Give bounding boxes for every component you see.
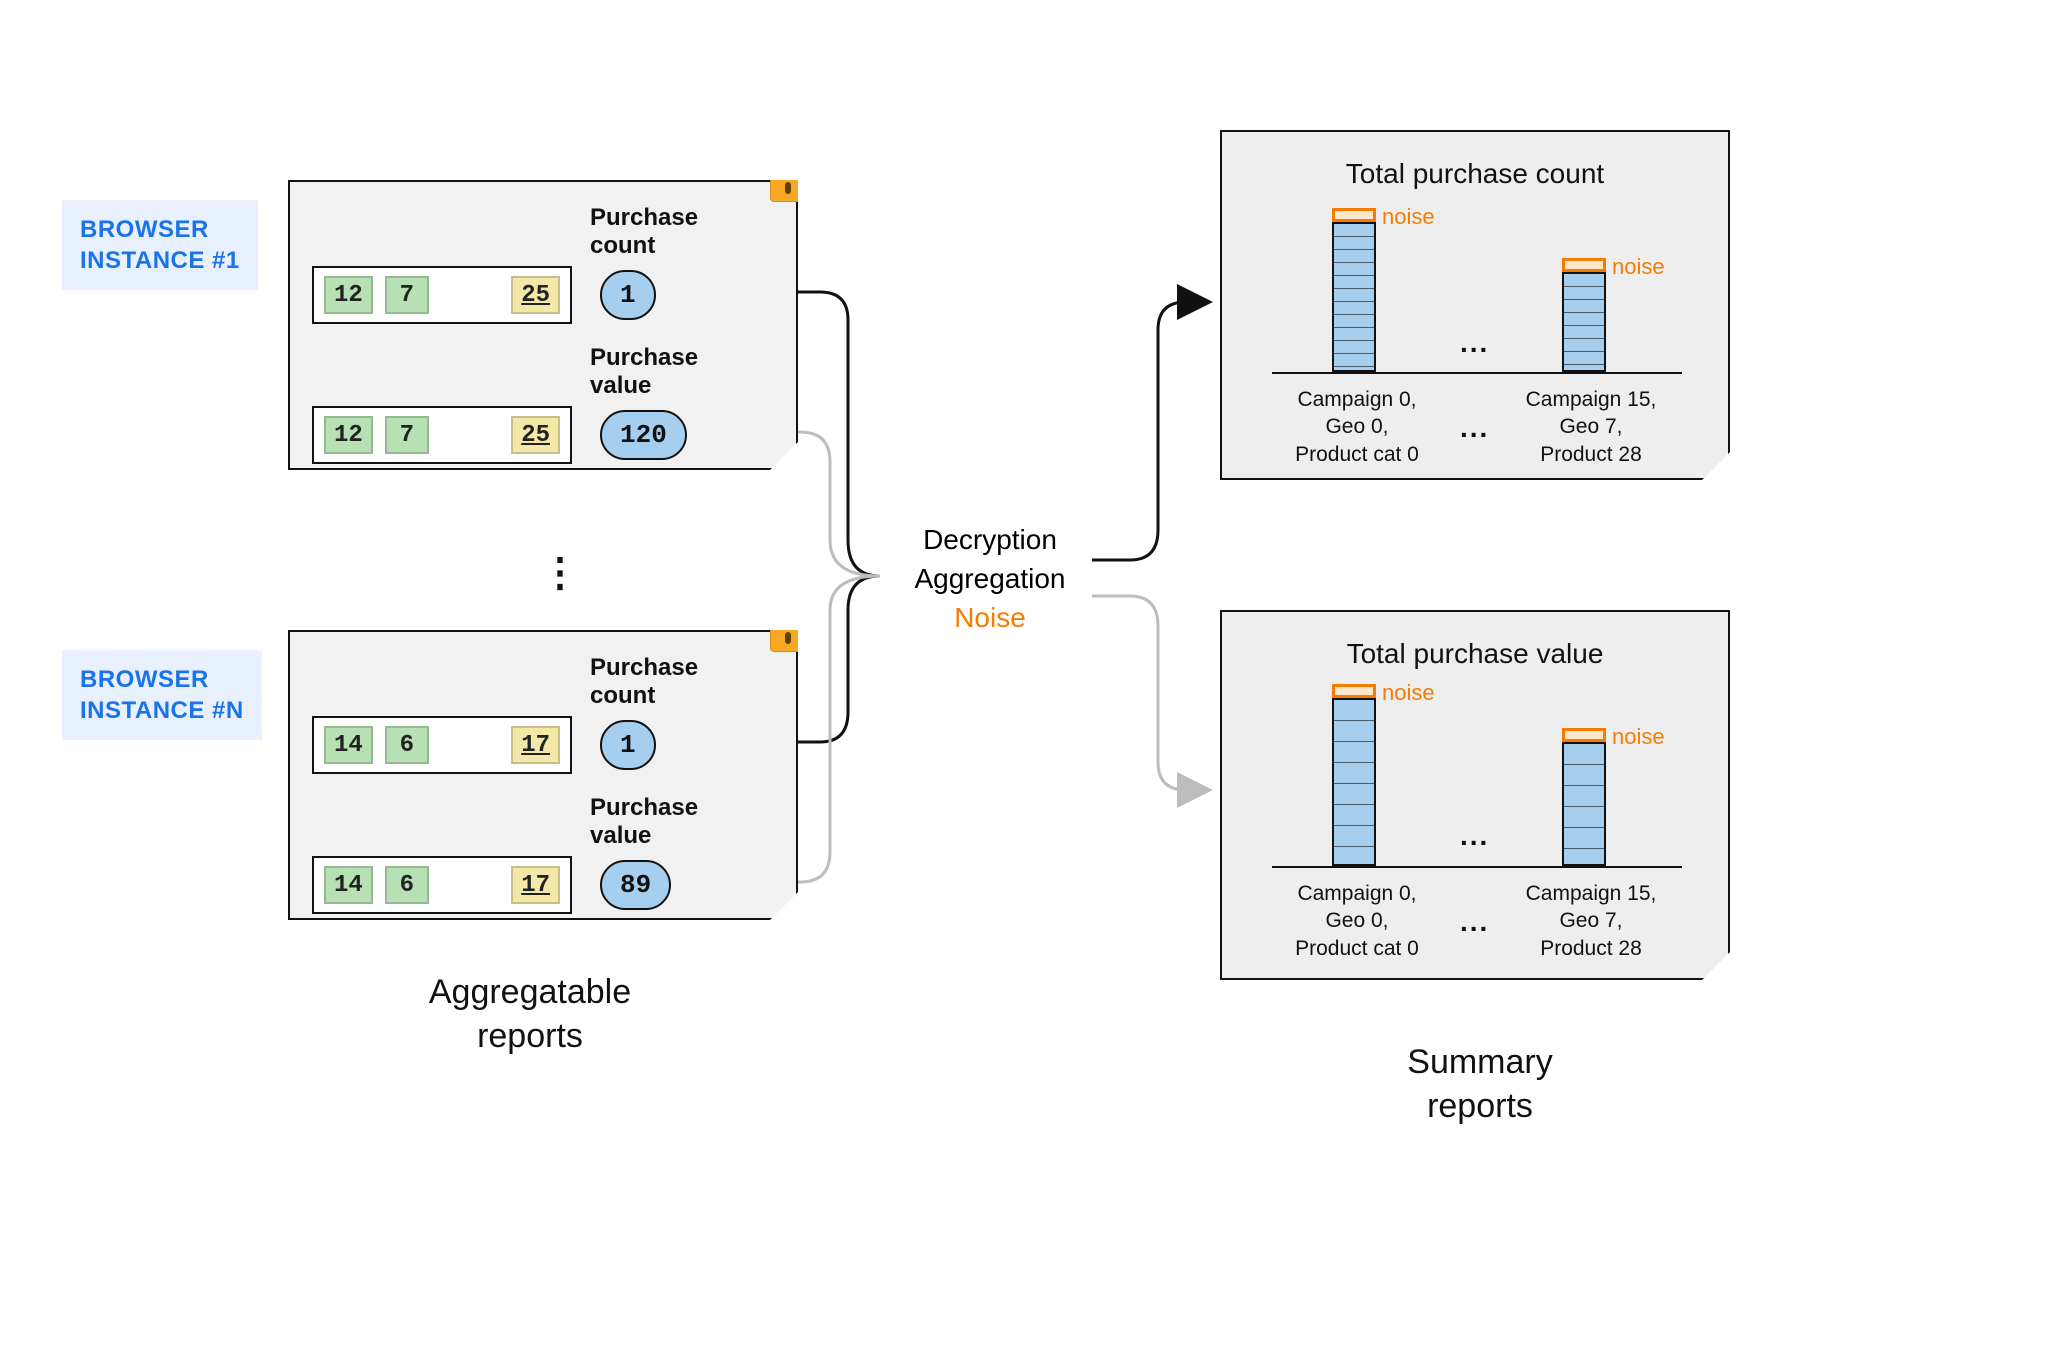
key-chip: 14 [324,726,373,764]
right-section-label: Summary reports [1340,1040,1620,1128]
summary-title: Total purchase value [1222,638,1728,670]
x-axis-label: Campaign 15, Geo 7, Product 28 [1506,880,1676,962]
lock-icon [770,158,806,202]
noise-label: noise [1382,204,1435,230]
noise-cap [1332,208,1376,222]
key-chip: 17 [511,726,560,764]
value-pill: 1 [600,270,656,320]
badge-line: BROWSER [80,214,240,245]
process-line: Decryption [890,520,1090,559]
badge-line: INSTANCE #1 [80,245,240,276]
chart-bar [1562,742,1606,866]
bars-ellipsis: ... [1460,327,1489,359]
key-chip: 7 [385,276,429,314]
report-card-n: Purchase count 14 6 17 1 Purchase value … [288,630,798,920]
value-pill: 89 [600,860,671,910]
xlabels-ellipsis: ... [1460,412,1489,444]
report-card-1: Purchase count 12 7 25 1 Purchase value … [288,180,798,470]
key-chip: 12 [324,276,373,314]
metric-label: Purchase count [590,654,698,709]
key-row: 14 6 17 [312,716,572,774]
chart-axis [1272,866,1682,868]
noise-cap [1562,728,1606,742]
cards-ellipsis: ⋮ [540,550,582,596]
value-pill: 120 [600,410,687,460]
noise-label: noise [1612,724,1665,750]
key-row: 12 7 25 [312,266,572,324]
noise-cap [1332,684,1376,698]
noise-cap [1562,258,1606,272]
key-chip: 6 [385,866,429,904]
chart-bar [1332,698,1376,866]
key-chip: 25 [511,276,560,314]
chart-bar [1332,222,1376,372]
browser-instance-n-badge: BROWSER INSTANCE #N [62,650,262,740]
x-axis-label: Campaign 0, Geo 0, Product cat 0 [1272,880,1442,962]
chart-axis [1272,372,1682,374]
noise-label: noise [1612,254,1665,280]
key-chip: 25 [511,416,560,454]
value-pill: 1 [600,720,656,770]
key-row: 14 6 17 [312,856,572,914]
xlabels-ellipsis: ... [1460,906,1489,938]
process-line: Aggregation [890,559,1090,598]
bars-ellipsis: ... [1460,820,1489,852]
lock-icon [770,608,806,652]
metric-label: Purchase value [590,344,698,399]
key-chip: 6 [385,726,429,764]
x-axis-label: Campaign 15, Geo 7, Product 28 [1506,386,1676,468]
process-noise-line: Noise [890,598,1090,637]
key-chip: 14 [324,866,373,904]
key-row: 12 7 25 [312,406,572,464]
noise-label: noise [1382,680,1435,706]
summary-card-value: Total purchase value noise ... noise Cam… [1220,610,1730,980]
process-block: Decryption Aggregation Noise [890,520,1090,638]
left-section-label: Aggregatable reports [370,970,690,1058]
summary-card-count: Total purchase count noise ... noise Cam… [1220,130,1730,480]
diagram-stage: BROWSER INSTANCE #1 BROWSER INSTANCE #N … [0,0,2048,1372]
metric-label: Purchase value [590,794,698,849]
browser-instance-1-badge: BROWSER INSTANCE #1 [62,200,258,290]
key-chip: 12 [324,416,373,454]
badge-line: BROWSER [80,664,244,695]
x-axis-label: Campaign 0, Geo 0, Product cat 0 [1272,386,1442,468]
key-chip: 7 [385,416,429,454]
summary-title: Total purchase count [1222,158,1728,190]
chart-bar [1562,272,1606,372]
key-chip: 17 [511,866,560,904]
metric-label: Purchase count [590,204,698,259]
badge-line: INSTANCE #N [80,695,244,726]
